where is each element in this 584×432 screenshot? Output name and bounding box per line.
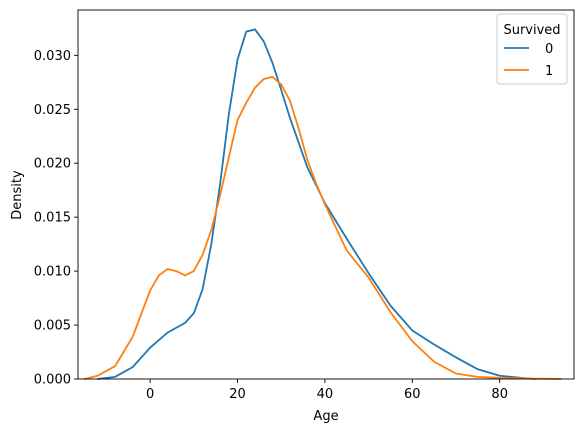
series-line-1	[83, 75, 562, 380]
series-line-0	[96, 28, 536, 380]
legend-title: Survived	[503, 23, 560, 38]
x-axis-label: Age	[313, 409, 338, 424]
y-tick-label-4: 0.020	[34, 157, 71, 172]
y-tick-label-2: 0.010	[34, 265, 71, 280]
legend-box	[496, 13, 568, 85]
plot-frame	[77, 9, 575, 380]
y-tick-label-1: 0.005	[34, 319, 71, 334]
y-tick-label-3: 0.015	[34, 211, 71, 226]
legend-label-1: 1	[545, 64, 553, 79]
legend-label-0: 0	[545, 42, 553, 57]
series-layer	[83, 28, 562, 380]
x-tick-label-0: 0	[146, 387, 154, 402]
x-tick-label-20: 20	[229, 387, 246, 402]
y-tick-label-0: 0.000	[34, 373, 71, 388]
x-tick-label-60: 60	[404, 387, 421, 402]
y-axis-label: Density	[10, 170, 25, 220]
plot-area	[78, 10, 574, 379]
legend: Survived 0 1	[496, 13, 568, 85]
y-tick-label-6: 0.030	[34, 49, 71, 64]
y-axis: 0.000 0.005 0.010 0.015 0.020 0.025 0.030	[34, 49, 78, 388]
x-tick-label-80: 80	[491, 387, 508, 402]
x-tick-label-40: 40	[317, 387, 334, 402]
y-tick-label-5: 0.025	[34, 103, 71, 118]
x-axis: 0 20 40 60 80	[146, 379, 508, 402]
